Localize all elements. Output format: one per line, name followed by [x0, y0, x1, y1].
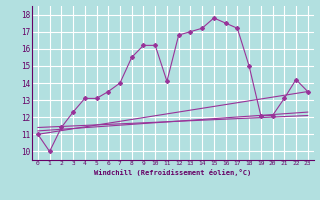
- X-axis label: Windchill (Refroidissement éolien,°C): Windchill (Refroidissement éolien,°C): [94, 169, 252, 176]
